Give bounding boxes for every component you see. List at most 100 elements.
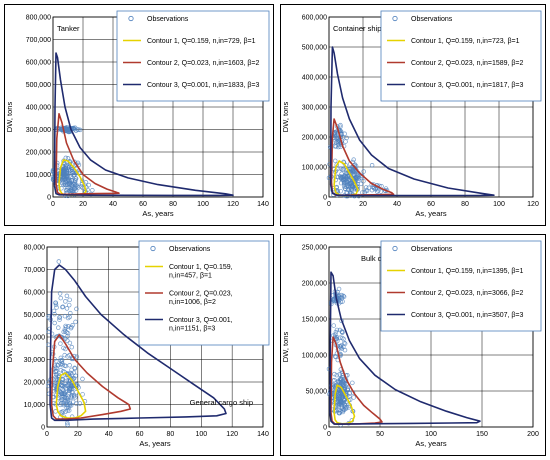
observation-point — [364, 188, 370, 193]
observation-point — [62, 352, 67, 358]
observation-point — [369, 187, 375, 193]
y-tick-label: 500,000 — [26, 82, 51, 89]
legend-label-contour3: Contour 3, Q=0.001, n,in=3507, β=3 — [411, 312, 524, 319]
legend-observations-marker — [392, 15, 398, 22]
observation-point — [334, 372, 340, 378]
observation-point — [66, 378, 71, 383]
legend-label-observations: Observations — [147, 16, 189, 23]
observation-point — [332, 377, 337, 383]
legend-label-contour1: Contour 1, Q=0.159, n,in=723, β=1 — [411, 38, 520, 45]
observation-point — [52, 380, 58, 385]
x-tick-label: 0 — [45, 431, 49, 438]
observation-point — [54, 386, 59, 392]
y-tick-label: 250,000 — [302, 244, 327, 251]
x-tick-label: 120 — [527, 201, 539, 208]
ship-type-annotation: Bulk carrier — [361, 254, 399, 263]
observation-point — [80, 376, 85, 382]
observation-point — [65, 396, 70, 401]
observation-point — [59, 400, 64, 406]
observation-point — [371, 182, 377, 187]
observation-point — [375, 189, 380, 194]
legend-label-contour3: Contour 3, Q=0.001, n,in=1833, β=3 — [147, 82, 260, 89]
observation-point — [344, 135, 349, 141]
y-axis-label: DW, tons — [281, 102, 290, 133]
observation-point — [333, 144, 339, 149]
observation-point — [68, 310, 73, 316]
observation-point — [339, 343, 344, 348]
observation-point — [51, 308, 57, 314]
observation-point — [64, 306, 70, 311]
legend-box — [116, 10, 270, 102]
contour3-line — [49, 264, 227, 422]
observation-point — [65, 331, 71, 336]
observation-point — [332, 158, 338, 164]
observation-point — [71, 125, 76, 131]
observation-point — [67, 340, 73, 346]
observation-point — [65, 420, 70, 426]
contour1-line — [333, 384, 356, 425]
observation-point — [61, 401, 67, 406]
observation-point — [369, 162, 375, 168]
observation-point — [52, 311, 57, 317]
observation-point — [53, 302, 59, 308]
ship-type-annotation: General cargo ship — [190, 398, 253, 407]
chart-svg: 0 50,000 100,000 150,000 200,000 250,000 0 50 10… — [281, 240, 542, 448]
observation-point — [64, 293, 70, 299]
observation-point — [58, 398, 63, 404]
x-tick-label: 0 — [327, 431, 331, 438]
observation-point — [48, 383, 54, 388]
observation-point — [90, 188, 95, 193]
y-axis-label: DW, tons — [5, 102, 14, 133]
x-tick-label: 40 — [393, 201, 401, 208]
observation-point — [339, 395, 345, 400]
x-tick-label: 80 — [169, 201, 177, 208]
observation-point — [69, 183, 75, 188]
legend-observations-marker — [128, 15, 134, 22]
observation-point — [333, 354, 339, 360]
observation-point — [60, 387, 65, 392]
x-tick-label: 20 — [359, 201, 367, 208]
observation-point — [58, 341, 63, 346]
observation-point — [59, 359, 65, 364]
legend-label-contour2: Contour 2, Q=0.023, n,in=1006, β=2 — [169, 291, 233, 307]
observation-point — [340, 299, 345, 304]
ship-type-annotation: Tanker — [57, 24, 80, 33]
observation-point — [332, 371, 337, 377]
observation-point — [65, 422, 70, 428]
observation-point — [73, 188, 79, 193]
observations-series — [46, 259, 88, 428]
observation-point — [80, 392, 85, 397]
y-tick-label: 200,000 — [302, 134, 327, 141]
observation-point — [334, 327, 340, 333]
observation-point — [338, 391, 343, 397]
contour3-line — [329, 46, 495, 197]
x-tick-label: 100 — [425, 431, 437, 438]
observation-point — [70, 323, 75, 328]
observation-point — [64, 402, 69, 408]
x-tick-label: 60 — [139, 201, 147, 208]
observation-point — [340, 335, 345, 341]
observation-point — [72, 125, 78, 131]
observation-point — [56, 325, 61, 330]
x-tick-label: 100 — [195, 431, 207, 438]
observation-point — [67, 297, 72, 303]
observation-point — [358, 181, 364, 187]
x-tick-label: 40 — [105, 431, 113, 438]
observation-point — [336, 402, 342, 408]
bulk-carrier-chart-panel: 0 50,000 100,000 150,000 200,000 250,000 0 50 10… — [280, 234, 546, 456]
observation-point — [332, 354, 338, 359]
observation-point — [60, 169, 66, 175]
observation-point — [58, 367, 64, 373]
x-tick-label: 0 — [51, 201, 55, 208]
observation-point — [66, 408, 72, 413]
observation-point — [66, 302, 72, 308]
observation-point — [66, 324, 71, 329]
legend: Observations Contour 1, Q=0.159, n,in=729… — [116, 10, 270, 102]
observation-point — [63, 299, 68, 304]
y-tick-label: 10,000 — [24, 402, 46, 409]
legend: Observations Contour 1, Q=0.159, n,in=723… — [380, 10, 542, 102]
y-tick-label: 200,000 — [302, 280, 327, 287]
observation-point — [338, 401, 343, 406]
observation-point — [65, 315, 71, 321]
